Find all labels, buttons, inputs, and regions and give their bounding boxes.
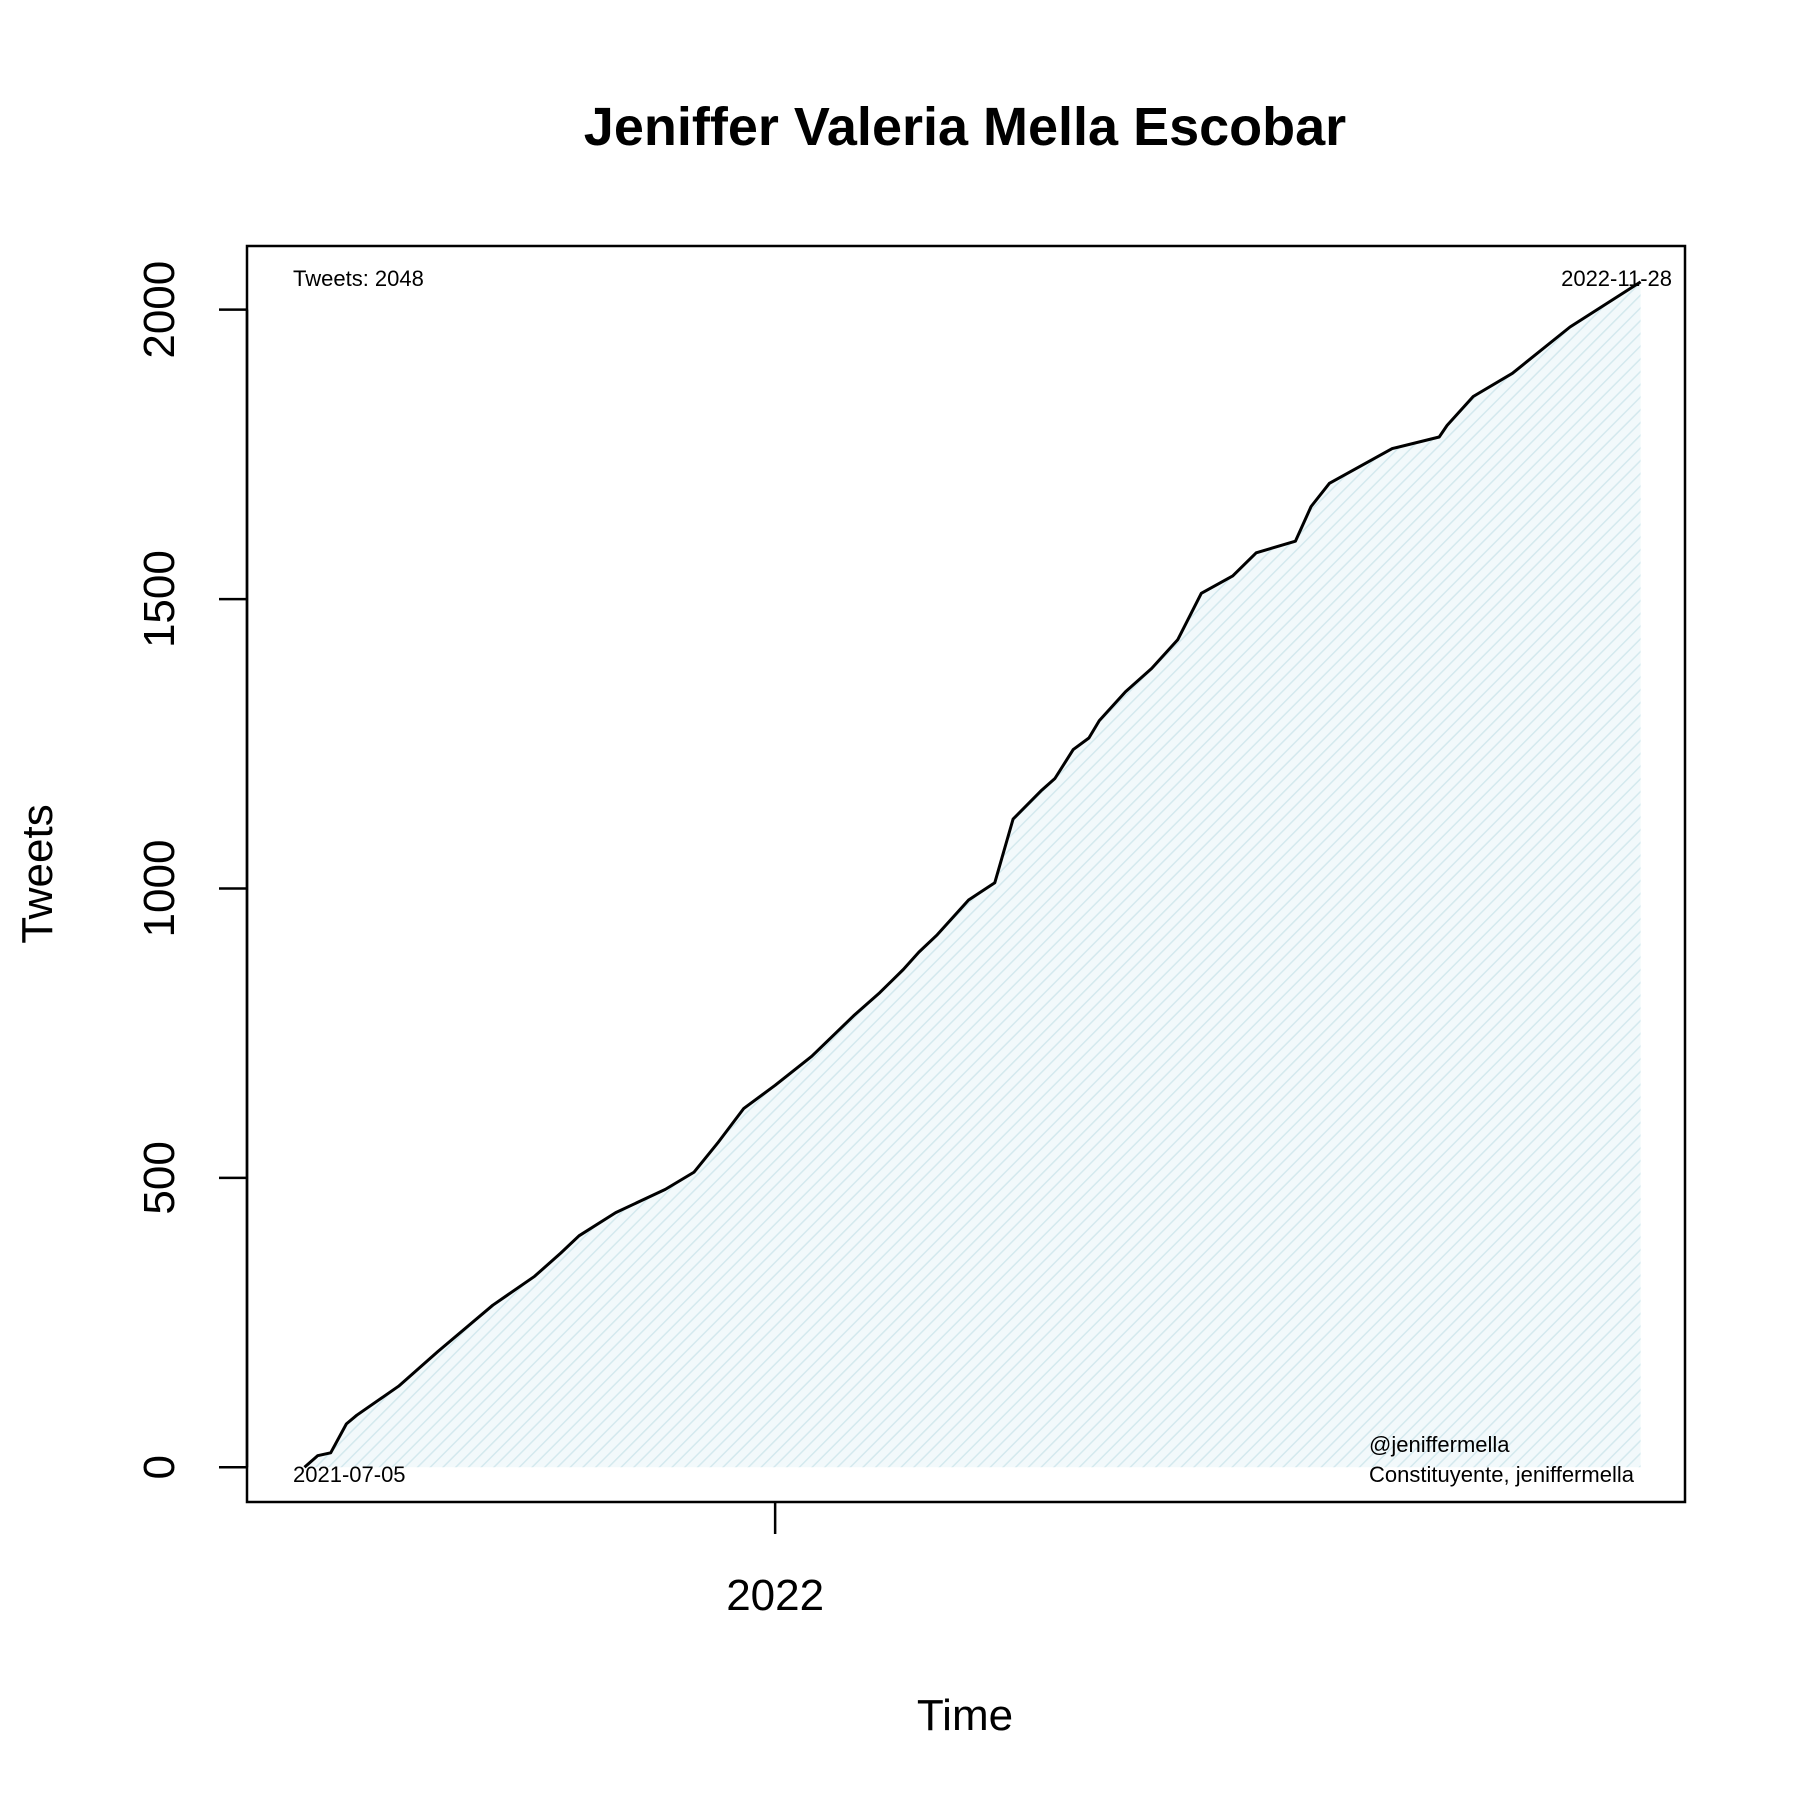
x-axis: 2022: [726, 1502, 824, 1620]
plot-area: [303, 280, 1642, 1469]
start-date-label: 2021-07-05: [293, 1462, 406, 1487]
end-date-label: 2022-11-28: [1561, 266, 1672, 291]
x-tick-label: 2022: [726, 1571, 824, 1620]
account-handle: @jeniffermella: [1369, 1432, 1510, 1457]
chart-title: Jeniffer Valeria Mella Escobar: [584, 97, 1346, 157]
y-tick-label: 1500: [135, 550, 184, 648]
y-tick-label: 0: [135, 1455, 184, 1479]
x-axis-title: Time: [917, 1691, 1013, 1740]
tweet-count-label: Tweets: 2048: [293, 266, 424, 291]
cumulative-area: [304, 281, 1641, 1468]
y-tick-label: 1000: [135, 840, 184, 938]
y-axis-title: Tweets: [13, 804, 62, 943]
y-tick-label: 500: [135, 1141, 184, 1214]
account-description: Constituyente, jeniffermella: [1369, 1462, 1635, 1487]
y-axis: 0 500 1000 1500 2000: [135, 261, 249, 1480]
y-tick-label: 2000: [135, 261, 184, 359]
cumulative-tweets-line: [303, 280, 1642, 1469]
